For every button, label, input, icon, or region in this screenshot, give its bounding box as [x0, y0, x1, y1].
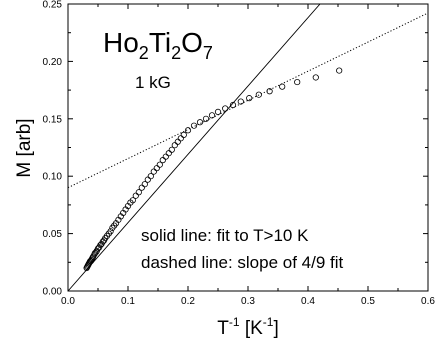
data-point: [294, 78, 301, 86]
x-axis-title-sup1: -1: [229, 315, 240, 329]
plot-area: [68, 4, 428, 291]
y-tick-label: 0.00: [43, 287, 63, 298]
data-point: [174, 138, 181, 145]
data-point: [138, 184, 145, 191]
y-axis-title: M [arb]: [14, 118, 35, 177]
data-point: [135, 189, 142, 196]
plot-clip-group: [68, 4, 428, 291]
data-point: [202, 115, 210, 122]
x-axis-title-end: ]: [273, 318, 278, 339]
solid-line-note: solid line: fit to T>10 K: [141, 226, 309, 245]
compound-subscript: 7: [203, 43, 213, 63]
data-point: [208, 112, 216, 119]
data-point: [177, 135, 184, 142]
compound-label: Ho2Ti2O7: [103, 27, 213, 63]
y-tick-label: 0.15: [43, 114, 63, 125]
data-point: [168, 146, 175, 153]
compound-element: Ho: [103, 27, 139, 58]
x-axis-title-mid: [K: [240, 318, 264, 339]
x-tick-label: 0.6: [421, 296, 435, 307]
compound-element: Ti: [149, 27, 171, 58]
y-tick-label: 0.05: [43, 229, 63, 240]
data-point: [93, 248, 100, 256]
x-tick-label: 0.3: [241, 296, 255, 307]
solid-fit-line: [68, 4, 321, 291]
x-tick-label: 0.1: [121, 296, 135, 307]
x-tick-label: 0.0: [61, 296, 75, 307]
x-tick-label: 0.5: [361, 296, 375, 307]
y-tick-label: 0.25: [43, 0, 63, 11]
y-tick-label: 0.10: [43, 172, 63, 183]
data-point: [190, 122, 198, 129]
x-axis-title: T-1 [K-1]: [217, 315, 278, 339]
x-tick-label: 0.2: [181, 296, 195, 307]
compound-subscript: 2: [139, 43, 149, 63]
data-point: [147, 173, 154, 180]
data-point: [162, 153, 169, 160]
dashed-fit-line: [68, 12, 428, 189]
x-tick-label: 0.4: [301, 296, 315, 307]
data-point: [144, 176, 151, 183]
data-point: [156, 161, 163, 168]
x-axis-title-sup2: -1: [263, 315, 274, 329]
compound-subscript: 2: [171, 43, 181, 63]
compound-element: O: [181, 27, 203, 58]
data-point: [237, 98, 244, 105]
data-point: [153, 165, 160, 172]
dashed-line-note: dashed line: slope of 4/9 fit: [141, 253, 344, 272]
data-point: [279, 83, 286, 90]
data-point: [180, 131, 187, 138]
data-point: [141, 181, 148, 188]
data-point: [229, 101, 237, 109]
field-label: 1 kG: [135, 73, 171, 92]
data-point: [132, 192, 139, 199]
data-point: [171, 142, 178, 149]
data-point: [159, 157, 166, 164]
data-point: [222, 105, 229, 112]
data-point: [107, 228, 114, 235]
data-point: [214, 108, 222, 116]
data-point: [184, 127, 192, 134]
x-axis-title-base: T: [217, 318, 229, 339]
y-tick-label: 0.20: [43, 57, 63, 68]
data-point: [246, 95, 253, 102]
data-point: [336, 67, 343, 74]
data-point: [255, 91, 262, 98]
data-point: [165, 150, 172, 157]
data-point: [150, 168, 157, 175]
data-point: [266, 88, 273, 95]
data-point: [312, 74, 319, 81]
data-point: [129, 197, 136, 204]
axes: 0.0 0.1 0.2 0.3 0.4 0.5 0.6 0.00 0.05 0.10 0.15 0.2…: [43, 0, 435, 307]
data-point: [196, 119, 204, 126]
